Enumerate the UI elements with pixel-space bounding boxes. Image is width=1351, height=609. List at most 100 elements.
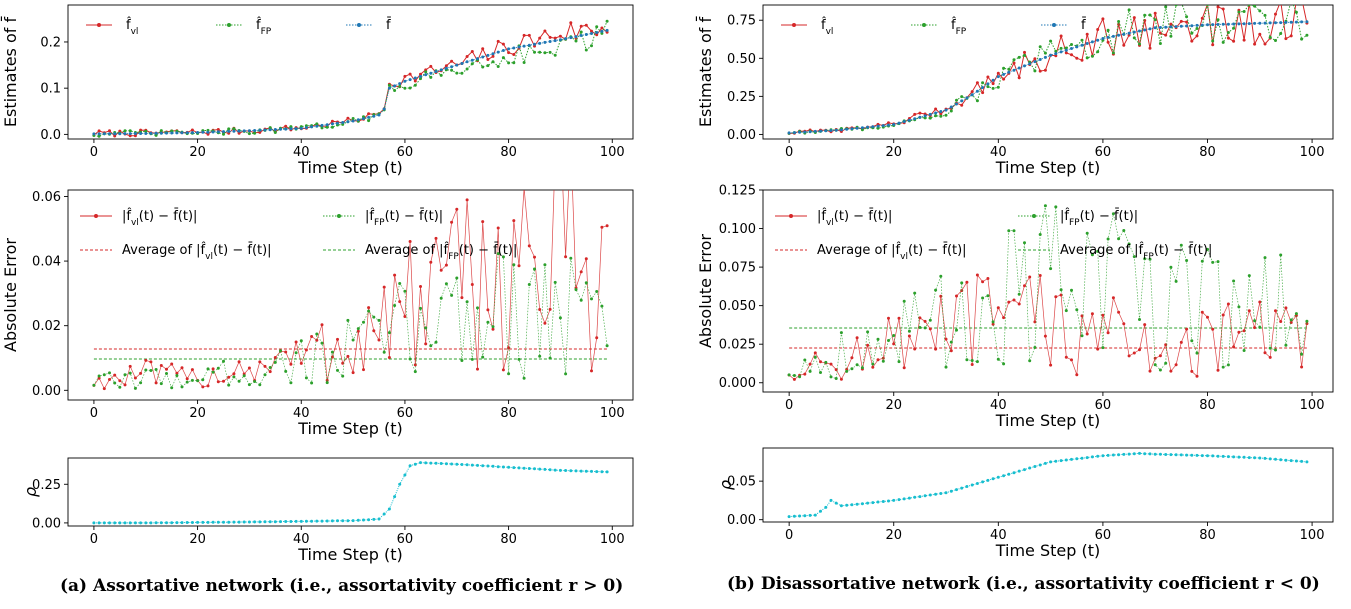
data-point-rho xyxy=(600,470,604,474)
data-point-fbar xyxy=(1132,30,1136,34)
data-point-rho xyxy=(923,494,927,498)
data-point-fp xyxy=(367,309,371,313)
data-point-fbar xyxy=(170,131,174,135)
data-point-vl xyxy=(981,280,985,284)
data-point-vl xyxy=(294,340,298,344)
data-point-fp xyxy=(268,366,272,369)
data-point-fp xyxy=(1064,309,1068,313)
data-point-vl xyxy=(829,362,833,366)
data-point-fbar xyxy=(1106,35,1110,39)
data-point-fp xyxy=(923,326,927,330)
data-point-fp xyxy=(918,326,922,329)
data-point-rho xyxy=(413,462,417,466)
data-point-rho xyxy=(102,521,106,525)
data-point-rho xyxy=(1038,463,1042,467)
data-point-vl xyxy=(408,240,412,243)
data-point-fbar xyxy=(154,131,158,135)
data-point-vl xyxy=(1033,320,1037,324)
data-point-vl xyxy=(512,53,516,56)
data-point-vl xyxy=(1284,306,1288,310)
data-point-fp xyxy=(1164,5,1168,9)
data-point-vl xyxy=(201,385,205,389)
data-point-fp xyxy=(1059,288,1063,292)
data-point-fp xyxy=(553,53,557,57)
data-point-rho xyxy=(222,520,225,524)
data-point-rho xyxy=(1242,455,1246,459)
data-point-vl xyxy=(501,368,505,372)
data-point-fbar xyxy=(294,127,298,131)
data-point-fp xyxy=(320,341,324,345)
data-point-fp xyxy=(1023,241,1026,245)
data-point-vl xyxy=(108,378,111,381)
data-point-fp xyxy=(372,315,376,319)
data-point-rho xyxy=(944,491,948,495)
data-point-fp xyxy=(1242,10,1246,13)
data-point-vl xyxy=(527,33,531,37)
data-point-rho xyxy=(1232,455,1236,459)
data-point-vl xyxy=(227,375,231,379)
legend-marker xyxy=(357,23,361,27)
data-point-vl xyxy=(1232,39,1236,43)
data-point-fp xyxy=(206,367,210,371)
data-point-vl xyxy=(527,244,531,248)
data-point-rho xyxy=(149,521,153,525)
data-point-fp xyxy=(470,62,474,66)
data-point-fp xyxy=(185,380,189,384)
data-point-fp xyxy=(133,386,137,390)
data-point-fp xyxy=(289,381,293,385)
data-point-rho xyxy=(1169,453,1173,457)
data-point-rho xyxy=(247,520,251,524)
data-point-fp xyxy=(944,113,948,117)
data-point-vl xyxy=(429,64,433,68)
data-point-vl xyxy=(377,338,381,342)
data-point-rho xyxy=(455,462,459,466)
data-point-rho xyxy=(907,496,911,500)
data-point-fp xyxy=(481,355,485,359)
data-point-fbar xyxy=(813,129,817,133)
data-point-vl xyxy=(1200,310,1204,314)
data-point-rho xyxy=(273,520,277,524)
data-point-fbar xyxy=(304,126,308,130)
data-point-vl xyxy=(1111,296,1115,300)
data-point-fp xyxy=(491,325,495,329)
data-point-fp xyxy=(1002,66,1006,70)
data-point-fbar xyxy=(470,58,474,62)
data-point-rho xyxy=(325,519,329,523)
data-point-vl xyxy=(356,329,360,333)
data-point-vl xyxy=(949,349,953,353)
data-point-fp xyxy=(356,327,360,331)
data-point-rho xyxy=(860,502,864,506)
data-point-rho xyxy=(1033,465,1037,468)
data-point-vl xyxy=(1023,284,1026,288)
data-point-vl xyxy=(1211,327,1215,331)
data-point-vl xyxy=(839,377,843,381)
data-point-fp xyxy=(975,99,979,103)
data-point-fp xyxy=(1195,351,1199,355)
y-tick-label: 0.06 xyxy=(32,190,61,205)
data-point-fbar xyxy=(1023,64,1026,68)
data-point-fp xyxy=(991,320,995,324)
data-point-vl xyxy=(398,300,402,304)
data-point-fp xyxy=(1033,346,1037,349)
data-point-fbar xyxy=(1117,33,1121,37)
data-point-vl xyxy=(216,380,220,384)
data-point-fbar xyxy=(1054,52,1058,56)
data-point-rho xyxy=(1200,454,1204,458)
series-line-vl xyxy=(788,274,1308,380)
data-point-vl xyxy=(284,350,288,354)
data-point-vl xyxy=(1253,326,1257,330)
data-point-rho xyxy=(211,520,215,524)
data-point-vl xyxy=(1258,32,1262,36)
data-point-vl xyxy=(190,368,194,372)
data-point-fp xyxy=(600,304,604,308)
data-point-fp xyxy=(1263,256,1267,260)
data-point-fp xyxy=(1232,26,1236,30)
data-point-fbar xyxy=(1143,28,1147,32)
legend-marker xyxy=(227,23,231,27)
data-point-fp xyxy=(897,360,901,364)
data-point-fp xyxy=(1253,5,1257,8)
data-point-vl xyxy=(491,54,495,58)
data-point-fp xyxy=(829,375,833,379)
data-point-rho xyxy=(1158,452,1162,456)
data-point-vl xyxy=(965,280,969,284)
